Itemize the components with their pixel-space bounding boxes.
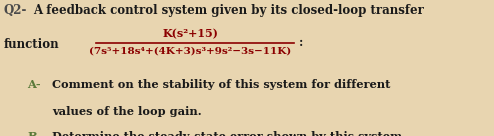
Text: (7s⁵+18s⁴+(4K+3)s³+9s²−3s−11K): (7s⁵+18s⁴+(4K+3)s³+9s²−3s−11K) — [89, 47, 291, 56]
Text: Comment on the stability of this system for different: Comment on the stability of this system … — [52, 79, 390, 90]
Text: function: function — [4, 38, 60, 51]
Text: Determine the steady-state error shown by this system: Determine the steady-state error shown b… — [52, 131, 402, 136]
Text: values of the loop gain.: values of the loop gain. — [52, 106, 202, 117]
Text: K(s²+15): K(s²+15) — [162, 28, 218, 39]
Text: A-: A- — [27, 79, 41, 90]
Text: A feedback control system given by its closed-loop transfer: A feedback control system given by its c… — [34, 4, 424, 17]
Text: :: : — [299, 36, 303, 49]
Text: B-: B- — [27, 131, 42, 136]
Text: Q2-: Q2- — [4, 4, 27, 17]
